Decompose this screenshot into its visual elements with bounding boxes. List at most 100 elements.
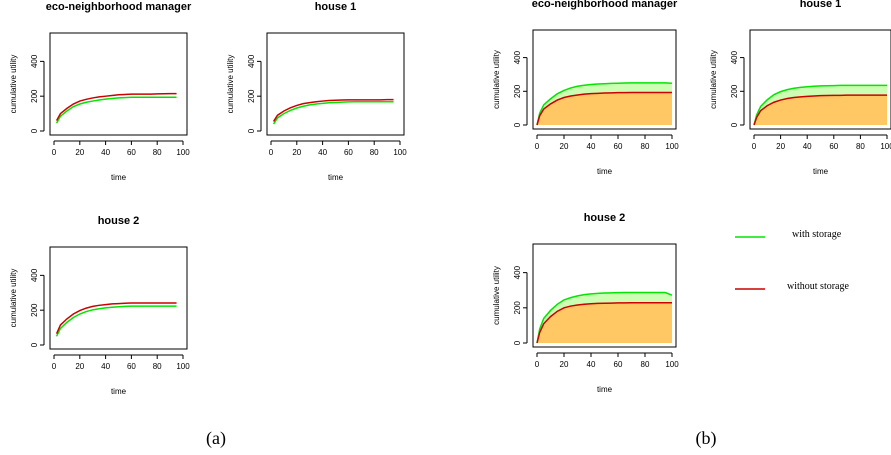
y-axis-title: cumulative utility	[9, 55, 18, 114]
x-tick-label: 100	[665, 360, 679, 369]
x-tick-label: 0	[52, 362, 57, 371]
y-tick-label: 0	[30, 128, 39, 133]
plot-frame	[266, 32, 405, 136]
series-line-without-storage	[536, 301, 672, 344]
y-tick-label: 200	[247, 89, 256, 103]
x-tick-label: 80	[370, 148, 379, 157]
area-storage-gain	[537, 82, 672, 125]
x-tick-label: 20	[560, 360, 569, 369]
y-axis-title: cumulative utility	[492, 266, 501, 325]
area-storage-gain	[537, 292, 672, 343]
y-tick-label: 200	[30, 303, 39, 317]
series-line-without-storage	[536, 91, 672, 126]
plot-frame	[532, 243, 677, 348]
y-tick-label: 200	[730, 84, 739, 98]
series-line-with-storage	[272, 101, 394, 125]
y-tick-label: 400	[247, 54, 256, 68]
series-line-without-storage	[55, 92, 177, 121]
chart-panel-1: house 1 0 20 40 60 80 100 0 200 400 time cumulative…	[226, 1, 407, 182]
legend-label-without-storage: without storage	[787, 281, 849, 292]
x-tick-label: 100	[176, 148, 190, 157]
x-tick-label: 80	[856, 142, 865, 151]
x-tick-label: 40	[318, 148, 327, 157]
y-tick-label: 0	[30, 342, 39, 347]
caption-a: (a)	[206, 428, 226, 449]
x-tick-label: 100	[393, 148, 407, 157]
panel-title: eco-neighborhood manager	[532, 0, 678, 10]
x-tick-label: 60	[829, 142, 838, 151]
x-tick-label: 60	[614, 360, 623, 369]
x-tick-label: 60	[127, 362, 136, 371]
x-tick-label: 80	[641, 142, 650, 151]
series-line-with-storage	[55, 305, 177, 337]
series-line-without-storage	[55, 302, 177, 334]
y-tick-label: 400	[513, 265, 522, 279]
x-axis-title: time	[328, 173, 344, 182]
series-line-with-storage	[536, 291, 673, 344]
x-tick-label: 20	[75, 362, 84, 371]
x-tick-label: 60	[127, 148, 136, 157]
panel-title: eco-neighborhood manager	[46, 1, 192, 13]
y-tick-label: 200	[513, 301, 522, 315]
chart-panel-4: house 1 0 20 40 60 80 100 0 200 400 time cumulative…	[709, 0, 891, 176]
x-tick-label: 40	[101, 148, 110, 157]
x-axis-title: time	[597, 385, 613, 394]
legend: with storage without storage	[735, 229, 849, 292]
chart-panel-5: house 2 0 20 40 60 80 100 0 200 400 time cumulative…	[492, 212, 679, 394]
panel-title: house 1	[800, 0, 842, 10]
panel-title: house 1	[315, 1, 357, 13]
y-axis-title: cumulative utility	[492, 50, 501, 109]
x-tick-label: 0	[535, 142, 540, 151]
x-tick-label: 80	[153, 362, 162, 371]
area-without-storage	[754, 95, 887, 125]
y-tick-label: 400	[513, 50, 522, 64]
x-tick-label: 40	[587, 142, 596, 151]
series-line-with-storage	[536, 82, 673, 126]
area-without-storage	[537, 302, 672, 343]
x-tick-label: 20	[560, 142, 569, 151]
panel-title: house 2	[98, 215, 140, 227]
y-tick-label: 200	[30, 89, 39, 103]
x-axis-title: time	[597, 167, 613, 176]
plot-frame	[532, 29, 677, 130]
x-tick-label: 40	[101, 362, 110, 371]
x-tick-label: 0	[535, 360, 540, 369]
y-axis-title: cumulative utility	[709, 50, 718, 109]
y-axis-title: cumulative utility	[9, 269, 18, 328]
series-line-with-storage	[55, 96, 177, 124]
x-tick-label: 100	[880, 142, 891, 151]
y-tick-label: 0	[730, 122, 739, 127]
series-line-with-storage	[753, 84, 887, 126]
legend-label-with-storage: with storage	[792, 229, 842, 240]
y-axis-title: cumulative utility	[226, 55, 235, 114]
plot-frame	[749, 29, 891, 130]
y-tick-label: 400	[30, 54, 39, 68]
chart-panel-3: eco-neighborhood manager 0 20 40 60 80 100 0 200…	[492, 0, 679, 176]
series-line-without-storage	[272, 98, 394, 122]
area-without-storage	[537, 92, 672, 125]
series-line-without-storage	[753, 94, 887, 126]
x-tick-label: 20	[292, 148, 301, 157]
plot-frame	[49, 32, 188, 136]
area-storage-gain	[754, 85, 887, 125]
x-tick-label: 60	[344, 148, 353, 157]
chart-panel-0: eco-neighborhood manager 0 20 40 60 80 100 0 200…	[9, 1, 192, 182]
x-tick-label: 0	[752, 142, 757, 151]
x-axis-title: time	[111, 173, 127, 182]
y-tick-label: 400	[730, 50, 739, 64]
plot-frame	[49, 246, 188, 350]
x-tick-label: 0	[269, 148, 274, 157]
x-axis-title: time	[111, 387, 127, 396]
x-tick-label: 60	[614, 142, 623, 151]
x-tick-label: 20	[75, 148, 84, 157]
x-tick-label: 100	[665, 142, 679, 151]
x-tick-label: 40	[587, 360, 596, 369]
panel-title: house 2	[584, 212, 626, 224]
x-tick-label: 80	[641, 360, 650, 369]
x-tick-label: 100	[176, 362, 190, 371]
y-tick-label: 0	[247, 128, 256, 133]
chart-panel-2: house 2 0 20 40 60 80 100 0 200 400 time cumulative…	[9, 215, 190, 396]
x-tick-label: 40	[803, 142, 812, 151]
